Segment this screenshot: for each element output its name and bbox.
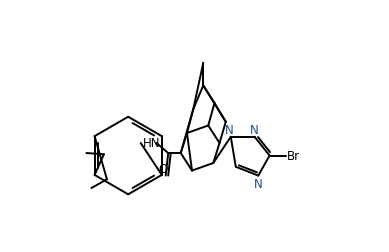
Text: N: N [225, 124, 234, 137]
Text: O: O [159, 162, 168, 175]
Text: Br: Br [287, 149, 300, 162]
Text: N: N [254, 177, 263, 190]
Text: HN: HN [143, 137, 161, 149]
Text: N: N [250, 124, 259, 137]
